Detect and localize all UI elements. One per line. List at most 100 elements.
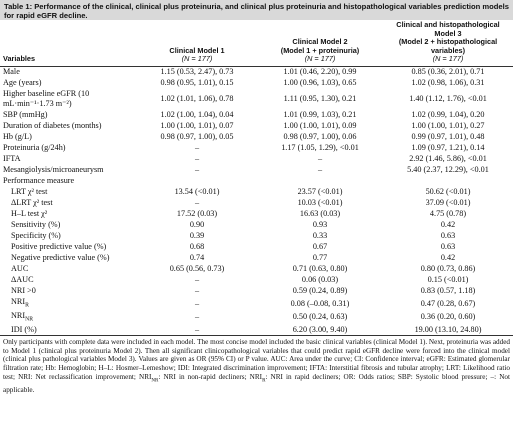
cell-model-2: 1.01 (0.99, 1.03), 0.21	[283, 110, 357, 120]
cell-model-3: 0.99 (0.97, 1.01), 0.48	[411, 132, 485, 142]
table-row: LRT χ² test 13.54 (<0.01) 23.57 (<0.01) 50.…	[0, 187, 513, 198]
table-row: Higher baseline eGFR (10 mL·min⁻¹·1.73 m…	[0, 89, 513, 110]
cell-model-3: 0.63	[440, 242, 456, 252]
row-label: Age (years)	[3, 78, 42, 88]
table-row: AUC 0.65 (0.56, 0.73) 0.71 (0.63, 0.80) 0.8…	[0, 264, 513, 275]
table-row: SBP (mmHg) 1.02 (1.00, 1.04), 0.04 1.01 (0…	[0, 110, 513, 121]
cell-model-3: 1.09 (0.97, 1.21), 0.14	[411, 143, 485, 153]
cell-model-3: 0.80 (0.73, 0.86)	[420, 264, 476, 274]
cell-model-3: 0.42	[440, 253, 456, 263]
row-label: IFTA	[3, 154, 21, 164]
cell-model-2: 6.20 (3.00, 9.40)	[257, 324, 383, 337]
cell-model-1: –	[194, 165, 200, 175]
cell-model-1: 1.02 (1.01, 1.06), 0.78	[160, 94, 234, 104]
cell-model-2: 23.57 (<0.01)	[297, 187, 343, 197]
cell-model-1: 0.98 (0.97, 1.00), 0.05	[160, 132, 234, 142]
row-label: NRI >0	[11, 286, 36, 296]
cell-model-3: 5.40 (2.37, 12.29), <0.01	[407, 165, 489, 175]
row-label: Duration of diabetes (months)	[3, 121, 102, 131]
row-label: NRIR	[11, 296, 29, 309]
cell-model-3: 0.42	[440, 220, 456, 230]
table-row: Positive predictive value (%) 0.68 0.67 0.6…	[0, 242, 513, 253]
row-label: Performance measure	[3, 176, 75, 186]
row-label: ΔAUC	[11, 275, 34, 285]
cell-model-1: 0.68	[189, 242, 205, 252]
cell-model-2	[257, 176, 383, 187]
cell-model-2: 0.67	[312, 242, 328, 252]
table-row: Proteinuria (g/24h) – 1.17 (1.05, 1.29), <…	[0, 143, 513, 154]
table-row: Specificity (%) 0.39 0.33 0.63	[0, 231, 513, 242]
cell-model-2: –	[317, 165, 323, 175]
row-label: Negative predictive value (%)	[11, 253, 110, 263]
row-label: ΔLRT χ² test	[11, 198, 53, 208]
table-row: Negative predictive value (%) 0.74 0.77 0.4…	[0, 253, 513, 264]
cell-model-2: 1.01 (0.46, 2.20), 0.99	[283, 67, 357, 77]
row-label: Male	[3, 67, 20, 77]
cell-model-3: 1.40 (1.12, 1.76), <0.01	[409, 94, 487, 104]
header-model-2: Clinical Model 2 (Model 1 + proteinuria)…	[257, 20, 383, 67]
cell-model-1: –	[194, 286, 200, 296]
table-body: Male 1.15 (0.53, 2.47), 0.73 1.01 (0.46, 2…	[0, 66, 513, 337]
cell-model-1	[137, 176, 257, 187]
results-table: Variables Clinical Model 1 (N = 177) Cli…	[0, 20, 513, 337]
table-row: ΔLRT χ² test – 10.03 (<0.01) 37.09 (<0.01)	[0, 198, 513, 209]
row-label: Positive predictive value (%)	[11, 242, 107, 252]
cell-model-2: 1.17 (1.05, 1.29), <0.01	[281, 143, 359, 153]
cell-model-1: 1.00 (1.00, 1.01), 0.07	[160, 121, 234, 131]
table-header: Variables Clinical Model 1 (N = 177) Cli…	[0, 20, 513, 67]
cell-model-3: 0.36 (0.20, 0.60)	[420, 312, 476, 322]
table-row: IDI (%) –6.20 (3.00, 9.40) 19.00 (13.10, 2…	[0, 324, 513, 337]
cell-model-3: 1.02 (0.98, 1.06), 0.31	[411, 78, 485, 88]
cell-model-1: 17.52 (0.03)	[176, 209, 218, 219]
table-row: NRIR – 0.08 (–0.08, 0.31) 0.47 (0.28, 0.67)	[0, 297, 513, 311]
cell-model-3: 50.62 (<0.01)	[425, 187, 471, 197]
header-variables: Variables	[0, 20, 137, 67]
table-row: Performance measure	[0, 176, 513, 187]
cell-model-3: 19.00 (13.10, 24.80)	[383, 324, 513, 337]
row-label: Higher baseline eGFR (10 mL·min⁻¹·1.73 m…	[3, 89, 90, 109]
table-row: H–L test χ² 17.52 (0.03) 16.63 (0.03) 4.75 …	[0, 209, 513, 220]
row-label: Hb (g/L)	[3, 132, 32, 142]
cell-model-2: 1.11 (0.95, 1.30), 0.21	[283, 94, 357, 104]
cell-model-3: 1.00 (1.00, 1.01), 0.27	[411, 121, 485, 131]
row-label: IDI (%)	[0, 324, 137, 337]
table-row: Age (years) 0.98 (0.95, 1.01), 0.15 1.00 (…	[0, 78, 513, 89]
cell-model-1: –	[194, 154, 200, 164]
cell-model-2: 0.33	[312, 231, 328, 241]
cell-model-2: 0.93	[312, 220, 328, 230]
cell-model-3: 4.75 (0.78)	[429, 209, 467, 219]
table-footnote: Only participants with complete data wer…	[3, 338, 511, 394]
table-row: Duration of diabetes (months) 1.00 (1.00,…	[0, 121, 513, 132]
cell-model-1: –	[194, 312, 200, 322]
table-row: Male 1.15 (0.53, 2.47), 0.73 1.01 (0.46, 2…	[0, 66, 513, 78]
cell-model-1: 0.90	[189, 220, 205, 230]
cell-model-2: 0.71 (0.63, 0.80)	[292, 264, 348, 274]
cell-model-1: 0.65 (0.56, 0.73)	[169, 264, 225, 274]
header-model-3: Clinical and histopathological Model 3 (…	[383, 20, 513, 67]
cell-model-3: 2.92 (1.46, 5.86), <0.01	[409, 154, 487, 164]
cell-model-1: –	[194, 198, 200, 208]
cell-model-1: 1.02 (1.00, 1.04), 0.04	[160, 110, 234, 120]
table-row: Hb (g/L) 0.98 (0.97, 1.00), 0.05 0.98 (0.9…	[0, 132, 513, 143]
row-label: NRINR	[11, 310, 34, 323]
table-row: IFTA – – 2.92 (1.46, 5.86), <0.01	[0, 154, 513, 165]
row-label: H–L test χ²	[11, 209, 48, 219]
cell-model-2: 0.77	[312, 253, 328, 263]
cell-model-2: –	[317, 154, 323, 164]
row-label: Mesangiolysis/microaneurysm	[3, 165, 104, 175]
row-label: Sensitivity (%)	[11, 220, 61, 230]
cell-model-3: 0.85 (0.36, 2.01), 0.71	[411, 67, 485, 77]
table-row: NRI >0 – 0.59 (0.24, 0.89) 0.83 (0.57, 1.18…	[0, 286, 513, 297]
cell-model-3: 0.83 (0.57, 1.18)	[420, 286, 476, 296]
cell-model-3	[383, 176, 513, 187]
table-row: ΔAUC – 0.06 (0.03) 0.15 (<0.01)	[0, 275, 513, 286]
table-row: NRINR – 0.50 (0.24, 0.63) 0.36 (0.20, 0.60)	[0, 311, 513, 325]
row-label: Specificity (%)	[11, 231, 61, 241]
table-caption: Table 1: Performance of the clinical, cl…	[0, 0, 513, 20]
cell-model-3: 37.09 (<0.01)	[425, 198, 471, 208]
row-label: Proteinuria (g/24h)	[3, 143, 66, 153]
cell-model-2: 0.59 (0.24, 0.89)	[292, 286, 348, 296]
row-label: SBP (mmHg)	[3, 110, 48, 120]
cell-model-1: 0.39	[189, 231, 205, 241]
